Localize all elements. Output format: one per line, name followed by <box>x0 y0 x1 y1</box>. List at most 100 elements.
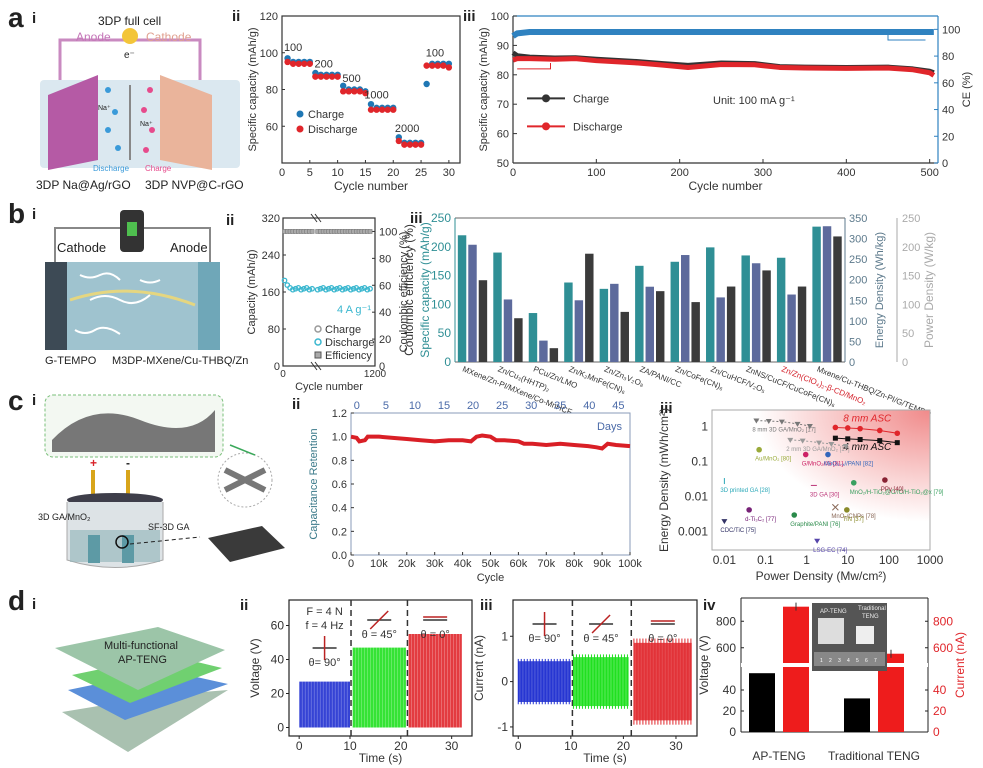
bar-specific-capacity <box>564 282 573 362</box>
y2-axis-label: Current (nA) <box>953 632 967 698</box>
y2-tick-label: 250 <box>849 254 867 266</box>
y2-tick-label: 0 <box>849 357 855 369</box>
data-point-discharge <box>351 88 358 95</box>
y-tick-label: 0 <box>501 675 508 689</box>
data-point <box>765 419 772 425</box>
legend-marker <box>314 351 322 359</box>
ruler-number: 6 <box>865 658 868 664</box>
bar-specific-capacity <box>457 235 467 362</box>
y-tick-label: 250 <box>431 211 451 225</box>
data-point <box>882 477 888 483</box>
panel-a-iii-label: iii <box>463 8 476 25</box>
current-density-annotation: Unit: 100 mA g⁻¹ <box>713 95 795 107</box>
y-axis-label: Voltage (V) <box>248 638 262 697</box>
y-tick-label: 0.1 <box>691 455 708 469</box>
y-tick-label: 0.4 <box>332 503 347 515</box>
x-axis-label: Cycle <box>477 572 505 584</box>
discharge-point <box>323 286 329 293</box>
panel-a-i-label: i <box>32 10 37 27</box>
y2-tick-label: 150 <box>849 295 867 307</box>
b-i-right-material: M3DP-MXene/Cu-THBQ/Zn <box>112 355 249 367</box>
angle-label: θ= 90° <box>308 657 340 669</box>
y2-tick-label: 100 <box>849 316 867 328</box>
discharge-point <box>301 285 307 292</box>
3d-printed-lattice <box>208 526 285 562</box>
top-plate <box>55 627 225 690</box>
ruler-number: 2 <box>829 658 832 664</box>
data-point <box>844 507 850 513</box>
y2-tick-label: 80 <box>379 253 391 265</box>
y-tick-label: 50 <box>438 326 452 340</box>
series-label: MoO₃₋ₓ//PANI [82] <box>824 462 873 468</box>
x-tick-label: 30 <box>445 739 459 753</box>
ruler-number: 3 <box>838 658 841 664</box>
data-point-discharge <box>445 64 453 71</box>
y-tick-label: 80 <box>266 85 278 97</box>
c-i-green-arrow <box>229 444 256 456</box>
data-point-discharge <box>378 106 386 113</box>
y-axis-label: Energy Density (mWh/cm²) <box>657 408 671 552</box>
y-tick-label: 50 <box>497 158 509 170</box>
y-tick-label: 800 <box>716 614 736 628</box>
series-label: 8 mm ASC <box>843 413 892 424</box>
sodium-ions-discharge <box>105 87 121 151</box>
bar-voltage <box>844 698 870 732</box>
bar-specific-capacity <box>493 252 502 362</box>
y-axis-label: Voltage (V) <box>697 635 711 694</box>
category-label: Traditional TENG <box>828 749 920 763</box>
x-tick-label: 70k <box>537 558 555 570</box>
x-tick-label: 300 <box>754 167 772 179</box>
bar-energy-density <box>787 294 796 362</box>
inset-label-left: AP-TENG <box>820 609 847 615</box>
y3-tick-label: 0 <box>902 357 908 369</box>
plot-frame <box>512 599 698 737</box>
c-i-plus-sign: + <box>90 456 98 470</box>
x-axis-label: Time (s) <box>359 751 403 765</box>
data-point-discharge <box>295 60 302 67</box>
x-tick-label: 10 <box>841 553 855 567</box>
anode-electrode <box>48 75 98 170</box>
a-i-anode-material: 3DP Na@Ag/rGO <box>36 178 131 192</box>
discharge-point <box>356 286 362 293</box>
legend-label: Efficiency <box>325 350 372 362</box>
y-tick-label: 1.0 <box>332 432 347 444</box>
bar-energy-density <box>503 299 513 362</box>
x-tick-label: 0 <box>279 167 285 179</box>
x2-tick-label: 10 <box>409 400 421 412</box>
y3-tick-label: 150 <box>902 271 920 283</box>
angle-label: θ= 90° <box>528 633 560 645</box>
a-i-discharge-label: Discharge <box>93 164 130 173</box>
current-density-annotation: 4 A g⁻¹ <box>337 304 371 316</box>
x-tick-label: 25 <box>415 167 427 179</box>
x-tick-label: 30k <box>426 558 444 570</box>
y2-tick-label: 100 <box>942 24 960 36</box>
battery-icon <box>127 222 137 236</box>
x-tick-label: 30 <box>443 167 455 179</box>
signal-envelope <box>408 634 462 728</box>
y3-tick-label: 200 <box>902 242 920 254</box>
bar-power-density <box>762 270 771 362</box>
x-tick-label: 20 <box>617 739 631 753</box>
data-point <box>802 451 809 458</box>
bar-energy-density <box>468 244 477 362</box>
b-i-left-material: G-TEMPO <box>45 355 97 367</box>
data-point-discharge <box>390 106 397 113</box>
y-tick-label: 0.0 <box>332 550 347 562</box>
x2-tick-label: 40 <box>583 400 595 412</box>
y2-axis-label: Energy Density (Wh/kg) <box>874 232 886 348</box>
y-tick-label: 1.2 <box>332 408 347 420</box>
bar-specific-capacity <box>741 255 750 362</box>
bar-energy-density <box>681 255 690 362</box>
graphene-sheet <box>52 410 215 452</box>
y2-tick-label: 0 <box>933 725 940 739</box>
bar-specific-capacity <box>635 265 644 362</box>
y-tick-label: 40 <box>723 683 737 697</box>
crossed-filaments <box>223 467 267 493</box>
data-point-discharge <box>395 137 403 145</box>
data-point <box>857 425 863 432</box>
legend-marker <box>296 110 304 118</box>
signal-envelope <box>299 681 350 728</box>
x-tick-label: 0 <box>296 739 303 753</box>
x-tick-label: 5 <box>307 167 313 179</box>
